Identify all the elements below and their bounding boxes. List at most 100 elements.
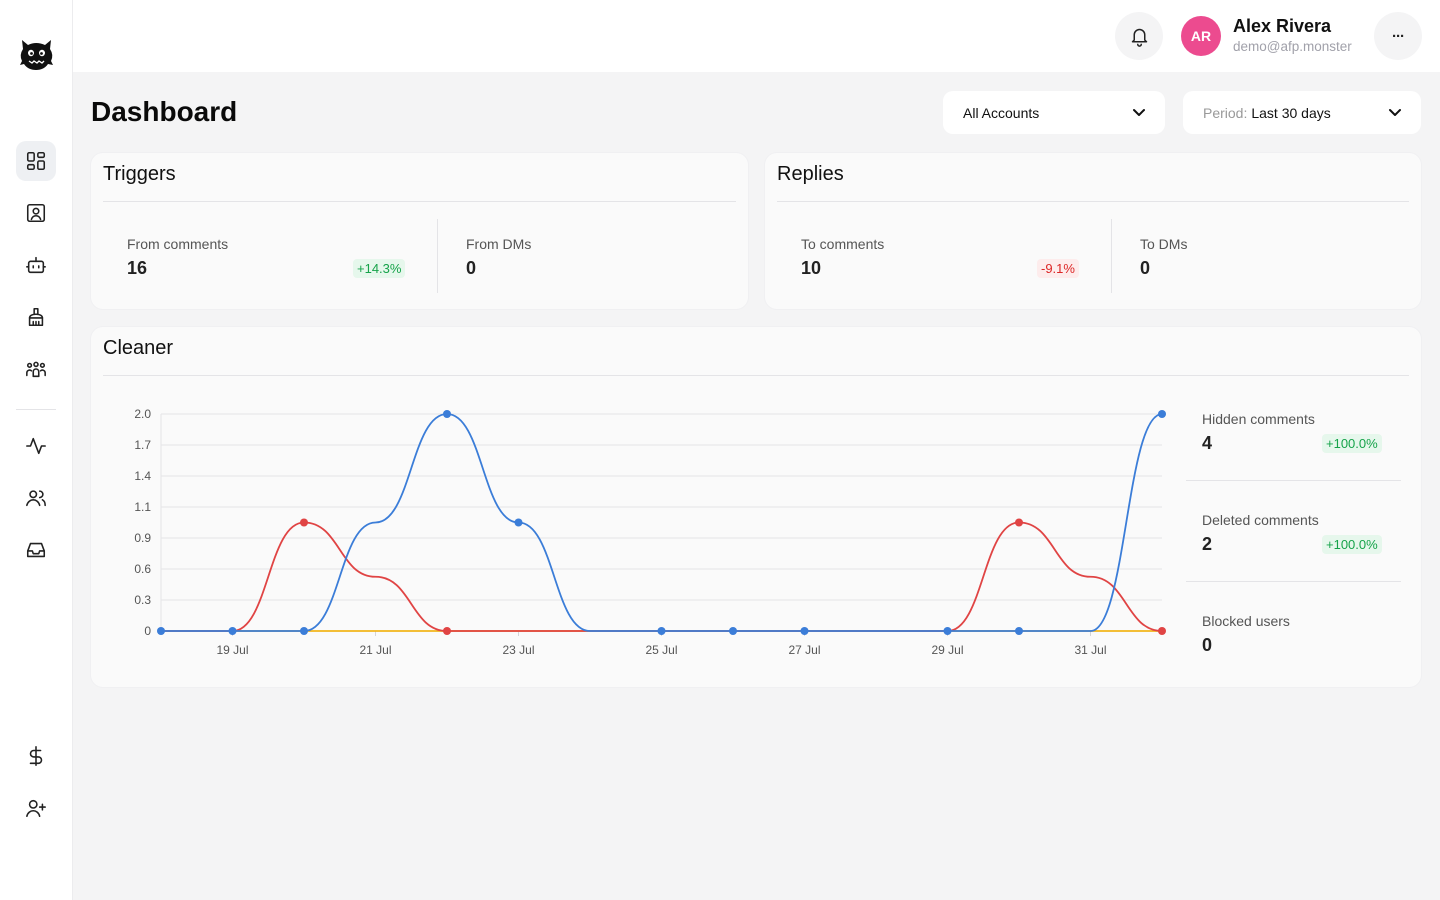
divider — [103, 375, 1409, 376]
x-tick-label: 23 Jul — [502, 643, 534, 657]
to-dms-value: 0 — [1140, 258, 1151, 278]
data-point — [300, 627, 308, 635]
hidden-comments-change-badge: +100.0% — [1322, 434, 1382, 453]
blocked-users-label: Blocked users — [1202, 613, 1290, 629]
to-comments-change-badge: -9.1% — [1037, 259, 1079, 278]
notifications-button[interactable] — [1115, 12, 1163, 60]
y-tick-label: 0.3 — [134, 593, 151, 607]
nav-audience[interactable] — [16, 349, 56, 389]
broom-icon — [28, 307, 44, 327]
x-tick-label: 21 Jul — [359, 643, 391, 657]
nav-cleaner[interactable] — [16, 297, 56, 337]
chevron-down-icon — [1133, 109, 1145, 116]
cleaner-title: Cleaner — [103, 337, 174, 359]
x-tick-label: 25 Jul — [645, 643, 677, 657]
from-dms-label: From DMs — [466, 236, 532, 252]
data-point — [729, 627, 737, 635]
nav-invite[interactable] — [16, 788, 56, 828]
to-comments-label: To comments — [801, 236, 885, 252]
data-point — [1015, 518, 1023, 527]
data-point — [657, 627, 666, 635]
hidden-comments-label: Hidden comments — [1202, 411, 1315, 427]
users-icon — [26, 490, 46, 507]
data-point — [157, 627, 165, 635]
inbox-icon — [26, 542, 46, 558]
activity-icon — [26, 437, 46, 455]
deleted-comments-change-badge: +100.0% — [1322, 535, 1382, 554]
more-options-button[interactable]: ··· — [1374, 12, 1422, 60]
from-dms-value: 0 — [466, 258, 477, 278]
replies-title: Replies — [777, 163, 844, 185]
series-line — [160, 521, 1163, 632]
accounts-select-value: All Accounts — [963, 104, 1040, 121]
page-title: Dashboard — [91, 96, 238, 127]
period-select-prefix: Period: — [1203, 104, 1248, 121]
y-tick-label: 0.6 — [134, 562, 151, 576]
deleted-comments-value: 2 — [1202, 534, 1213, 554]
to-dms-label: To DMs — [1140, 236, 1188, 252]
divider — [777, 201, 1409, 202]
divider — [1111, 219, 1112, 293]
replies-card: Replies To comments 10 -9.1% To DMs 0 — [765, 153, 1421, 309]
x-tick-label: 27 Jul — [788, 643, 820, 657]
data-point — [943, 627, 952, 635]
data-point — [228, 627, 237, 635]
hidden-comments-value: 4 — [1202, 433, 1213, 453]
accounts-select[interactable]: All Accounts — [943, 91, 1165, 134]
divider — [103, 201, 736, 202]
user-email: demo@afp.monster — [1233, 39, 1352, 54]
data-point — [443, 410, 451, 418]
triggers-card: Triggers From comments 16 +14.3% From DM… — [91, 153, 748, 309]
data-point — [1015, 627, 1023, 635]
contact-card-icon — [26, 203, 46, 223]
y-tick-label: 1.7 — [134, 438, 151, 452]
x-tick-label: 29 Jul — [931, 643, 963, 657]
data-point — [300, 518, 308, 527]
user-name: Alex Rivera — [1233, 16, 1332, 36]
from-comments-value: 16 — [127, 258, 148, 278]
nav-contacts[interactable] — [16, 193, 56, 233]
triggers-title: Triggers — [103, 163, 176, 185]
deleted-comments-label: Deleted comments — [1202, 512, 1319, 528]
group-icon — [26, 361, 46, 378]
dollar-icon — [29, 746, 43, 766]
x-tick-label: 31 Jul — [1074, 643, 1106, 657]
data-point — [514, 518, 523, 527]
avatar[interactable]: AR — [1181, 16, 1221, 56]
data-point — [443, 627, 451, 635]
nav-activity[interactable] — [16, 426, 56, 466]
bot-icon — [26, 256, 46, 274]
nav-dashboard[interactable] — [16, 141, 56, 181]
cleaner-chart: 0 0.3 0.6 0.9 1.1 1.4 1.7 2.0 19 Jul 21 Jul 23 Jul… — [91, 327, 1186, 687]
divider — [437, 219, 438, 293]
sidebar — [0, 0, 73, 900]
data-point — [1158, 410, 1166, 418]
y-tick-label: 0 — [144, 624, 151, 638]
y-tick-label: 2.0 — [134, 407, 151, 421]
cleaner-line-chart: 0 0.3 0.6 0.9 1.1 1.4 1.7 2.0 19 Jul 21 Jul 23 Jul… — [134, 407, 1166, 657]
chevron-down-icon — [1389, 109, 1401, 116]
nav-billing[interactable] — [16, 736, 56, 776]
to-comments-value: 10 — [801, 258, 822, 278]
nav-divider — [16, 409, 56, 410]
y-tick-label: 0.9 — [134, 531, 151, 545]
monster-logo-icon[interactable] — [18, 34, 55, 72]
divider — [1186, 480, 1401, 481]
nav-bots[interactable] — [16, 245, 56, 285]
user-plus-icon — [26, 799, 46, 818]
cleaner-card: Cleaner 0 0.3 0.6 0.9 1.1 1.4 1.7 2.0 19 Jul 21 J… — [91, 327, 1421, 687]
bell-icon — [1131, 28, 1147, 47]
nav-users[interactable] — [16, 478, 56, 518]
period-select[interactable]: Period: Last 30 days — [1183, 91, 1421, 134]
y-tick-label: 1.1 — [134, 500, 151, 514]
x-tick-label: 19 Jul — [216, 643, 248, 657]
y-tick-label: 1.4 — [134, 469, 151, 483]
period-select-value: Last 30 days — [1251, 104, 1331, 121]
data-point — [800, 627, 809, 635]
data-point — [1158, 627, 1166, 635]
nav-inbox[interactable] — [16, 530, 56, 570]
blocked-users-value: 0 — [1202, 635, 1213, 655]
from-comments-label: From comments — [127, 236, 229, 252]
divider — [1186, 581, 1401, 582]
dashboard-grid-icon — [26, 151, 46, 171]
